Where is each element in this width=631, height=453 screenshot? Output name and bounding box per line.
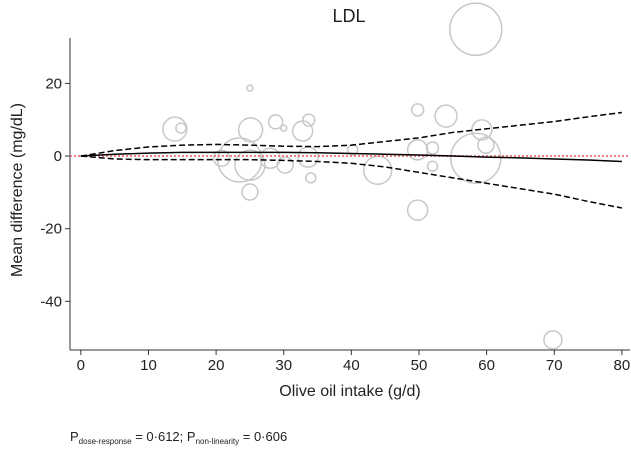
x-tick-label: 40: [343, 357, 360, 374]
bubble: [449, 2, 503, 57]
bubble: [471, 119, 493, 141]
bubble: [305, 172, 317, 184]
footnote: Pdose-response = 0·612; Pnon-linearity =…: [70, 429, 287, 446]
bubble: [450, 132, 502, 184]
bubble: [237, 117, 264, 143]
bubble: [241, 183, 259, 201]
bubble: [234, 149, 266, 181]
y-tick-label: -20: [40, 221, 62, 238]
footnote-text: = 0·612;: [132, 429, 187, 444]
bubble: [406, 199, 429, 221]
x-axis-label: Olive oil intake (g/d): [279, 383, 420, 400]
x-tick-label: 70: [546, 357, 563, 374]
bubble: [406, 139, 429, 161]
footnote-sub: dose-response: [79, 437, 132, 446]
y-tick-label: 0: [54, 148, 62, 165]
bubble: [543, 330, 563, 350]
bubble: [246, 84, 254, 92]
x-tick-label: 0: [77, 357, 85, 374]
x-tick-label: 20: [208, 357, 225, 374]
y-axis-label: Mean difference (mg/dL): [9, 103, 26, 277]
bubble: [410, 103, 425, 117]
bubble: [259, 147, 281, 169]
y-tick-label: 20: [45, 75, 62, 92]
bubble: [175, 122, 187, 134]
bubble: [426, 160, 439, 172]
y-tick-label: -40: [40, 293, 62, 310]
bubble: [362, 155, 393, 185]
footnote-sub: non-linearity: [196, 437, 240, 446]
x-tick-label: 80: [614, 357, 631, 374]
footnote-p: P: [70, 429, 79, 444]
fit-curve: [80, 151, 622, 163]
ci-curve: [80, 111, 622, 157]
bubble: [301, 113, 316, 127]
x-tick-label: 30: [275, 357, 292, 374]
bubble: [477, 136, 495, 154]
bubble: [279, 124, 288, 132]
bubble: [291, 120, 314, 142]
footnote-text: = 0·606: [239, 429, 287, 444]
bubble: [212, 149, 231, 167]
x-tick-label: 10: [140, 357, 157, 374]
bubble: [434, 104, 458, 128]
bubble: [267, 114, 284, 130]
x-tick-label: 60: [478, 357, 495, 374]
bubble: [425, 141, 440, 155]
bubble: [297, 146, 319, 168]
ci-curve: [80, 155, 623, 209]
x-tick-label: 50: [411, 357, 428, 374]
chart-title: LDL: [332, 6, 365, 26]
bubble: [162, 116, 188, 142]
footnote-p: P: [187, 429, 196, 444]
